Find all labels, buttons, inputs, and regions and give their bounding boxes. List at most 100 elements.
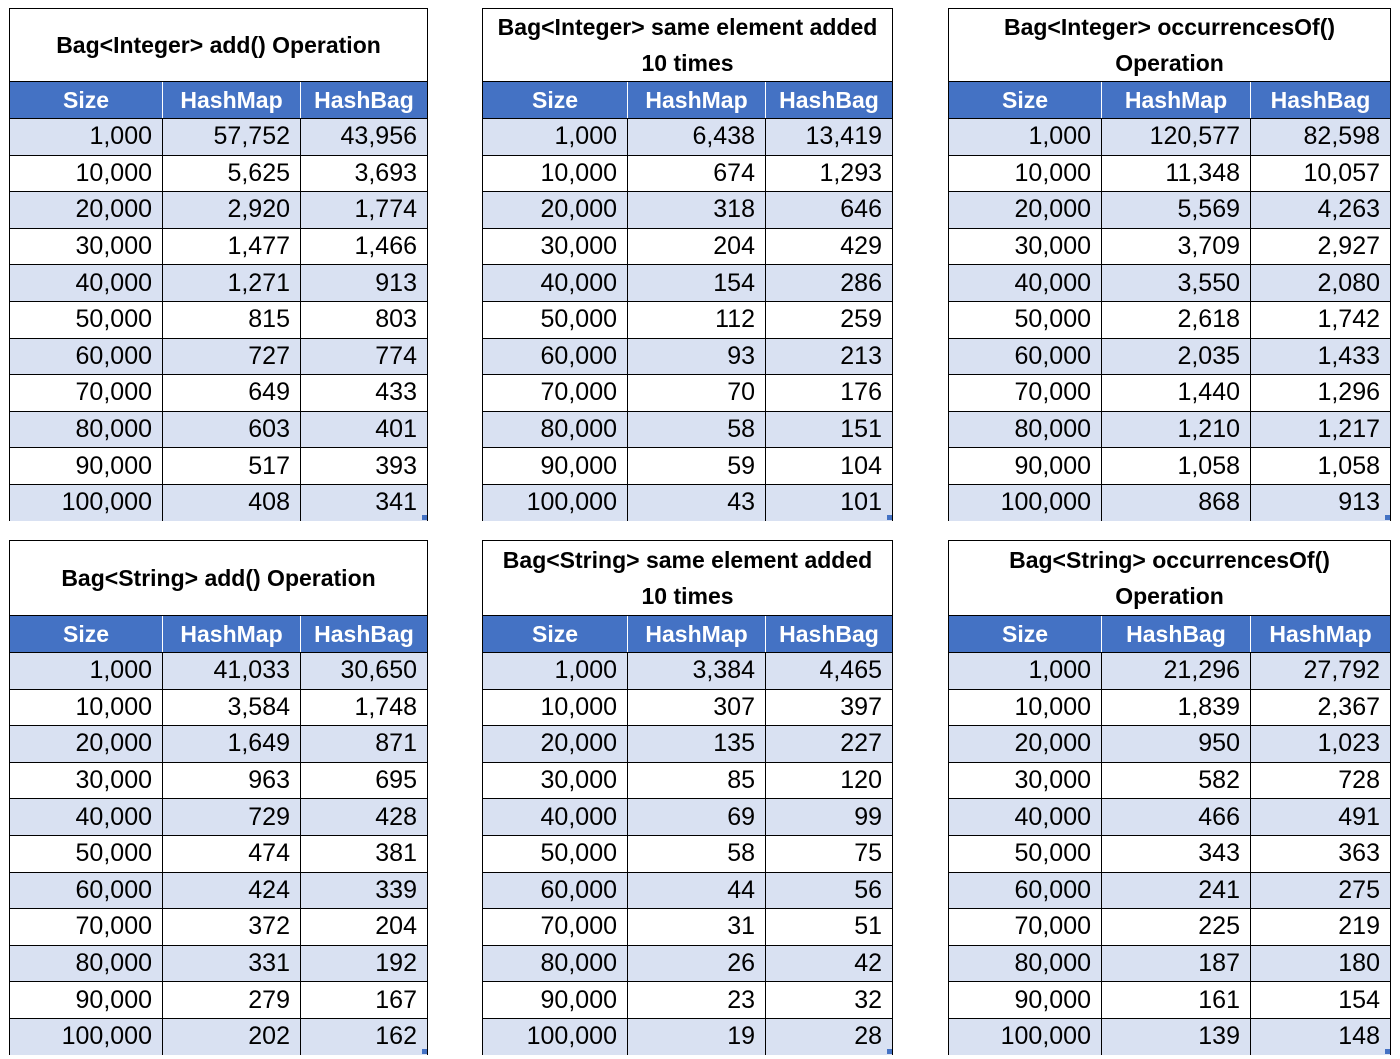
column-header-hashmap: HashMap [163,616,301,652]
cell-hashbag: 204 [375,912,417,941]
cell-hashbag: 28 [854,1022,882,1051]
cell-hashmap: 44 [628,872,766,909]
cell-hashmap: 363 [1338,839,1380,868]
cell-size: 90,000 [10,982,163,1018]
cell-hashbag: 213 [840,341,882,370]
table-row: 80,000 603 401 [10,410,427,448]
cell-size: 20,000 [949,726,1102,762]
column-header-hashbag: HashBag [314,86,414,113]
cell-size: 30,000 [483,762,628,799]
cell-size: 70,000 [483,375,628,411]
cell-hashbag: 167 [375,985,417,1014]
cell-hashbag: 2,080 [1317,268,1380,297]
table-row: 40,000 154 286 [483,264,892,301]
header-row: Size HashMap HashBag [949,82,1390,118]
cell-hashmap: 154 [628,265,766,301]
cell-hashmap: 307 [628,689,766,726]
table-row: 10,000 5,625 3,693 [10,154,427,192]
cell-hashmap: 318 [628,192,766,228]
cell-hashmap: 815 [163,302,301,338]
cell-hashmap: 85 [628,762,766,799]
cell-hashbag: 1,748 [354,692,417,721]
cell-hashmap: 219 [1338,912,1380,941]
cell-hashmap: 3,709 [1102,228,1251,265]
cell-hashbag: 286 [840,268,882,297]
cell-hashbag: 101 [840,488,882,517]
cell-hashmap: 135 [628,726,766,762]
column-header-hashmap: HashMap [628,82,766,118]
column-header-size: Size [949,616,1102,652]
cell-hashbag: 343 [1102,836,1251,872]
cell-size: 50,000 [10,302,163,338]
cell-size: 20,000 [483,192,628,228]
cell-size: 100,000 [10,1019,163,1055]
cell-size: 90,000 [10,448,163,484]
cell-hashbag: 187 [1102,945,1251,982]
table-title: Bag<Integer> add() Operation [10,9,427,82]
cell-hashmap: 19 [628,1019,766,1055]
cell-hashbag: 1,839 [1102,689,1251,726]
table-row: 40,000 3,550 2,080 [949,264,1390,301]
column-header-hashmap: HashMap [1102,82,1251,118]
table-row: 1,000 6,438 13,419 [483,118,892,155]
cell-hashbag: 75 [854,839,882,868]
cell-hashbag: 341 [375,488,417,517]
cell-hashmap: 1,649 [163,726,301,762]
cell-hashmap: 58 [628,411,766,448]
cell-size: 50,000 [949,836,1102,872]
cell-hashmap: 180 [1338,949,1380,978]
cell-size: 80,000 [483,411,628,448]
table-row: 90,000 23 32 [483,981,892,1018]
column-header-hashbag: HashBag [1270,86,1371,113]
table-row: 70,000 372 204 [10,908,427,945]
table-row: 100,000 139 148 [949,1018,1390,1055]
table-row: 50,000 815 803 [10,301,427,338]
cell-hashmap: 154 [1338,985,1380,1014]
cell-size: 10,000 [483,155,628,192]
cell-hashmap: 963 [163,762,301,799]
cell-hashmap: 26 [628,945,766,982]
cell-hashmap: 1,271 [163,265,301,301]
table-1: Bag<Integer> add() Operation Size HashMap H… [9,8,428,521]
cell-size: 70,000 [10,909,163,945]
cell-hashbag: 241 [1102,872,1251,909]
cell-hashmap: 69 [628,799,766,835]
cell-size: 90,000 [483,982,628,1018]
header-row: Size HashBag HashMap [949,616,1390,652]
table-row: 20,000 2,920 1,774 [10,191,427,228]
table-row: 80,000 1,210 1,217 [949,410,1390,448]
table-row: 70,000 70 176 [483,374,892,411]
table-title: Bag<Integer> same element added 10 times [483,9,892,82]
table-title: Bag<String> add() Operation [10,541,427,616]
cell-hashmap: 6,438 [628,119,766,155]
cell-size: 50,000 [483,836,628,872]
cell-hashbag: 339 [375,875,417,904]
cell-hashbag: 428 [375,802,417,831]
cell-size: 20,000 [10,192,163,228]
cell-size: 60,000 [10,872,163,909]
column-header-hashmap: HashMap [1269,620,1372,647]
cell-size: 60,000 [10,338,163,375]
cell-size: 1,000 [483,653,628,689]
cell-size: 80,000 [483,945,628,982]
cell-size: 40,000 [483,265,628,301]
cell-hashbag: 1,217 [1317,415,1380,444]
cell-hashbag: 21,296 [1102,653,1251,689]
cell-hashmap: 120,577 [1102,119,1251,155]
table-row: 100,000 43 101 [483,484,892,521]
table-row: 80,000 187 180 [949,944,1390,982]
cell-hashbag: 466 [1102,799,1251,835]
cell-hashmap: 31 [628,909,766,945]
cell-hashmap: 41,033 [163,653,301,689]
cell-hashmap: 474 [163,836,301,872]
header-row: Size HashMap HashBag [483,82,892,118]
table-row: 40,000 466 491 [949,798,1390,835]
table-row: 1,000 57,752 43,956 [10,118,427,155]
cell-hashmap: 728 [1338,766,1380,795]
table-5: Bag<String> same element added 10 times S… [482,540,893,1055]
cell-size: 10,000 [10,155,163,192]
cell-size: 90,000 [949,982,1102,1018]
cell-hashmap: 2,618 [1102,302,1251,338]
cell-hashbag: 120 [840,766,882,795]
cell-hashmap: 2,367 [1317,692,1380,721]
